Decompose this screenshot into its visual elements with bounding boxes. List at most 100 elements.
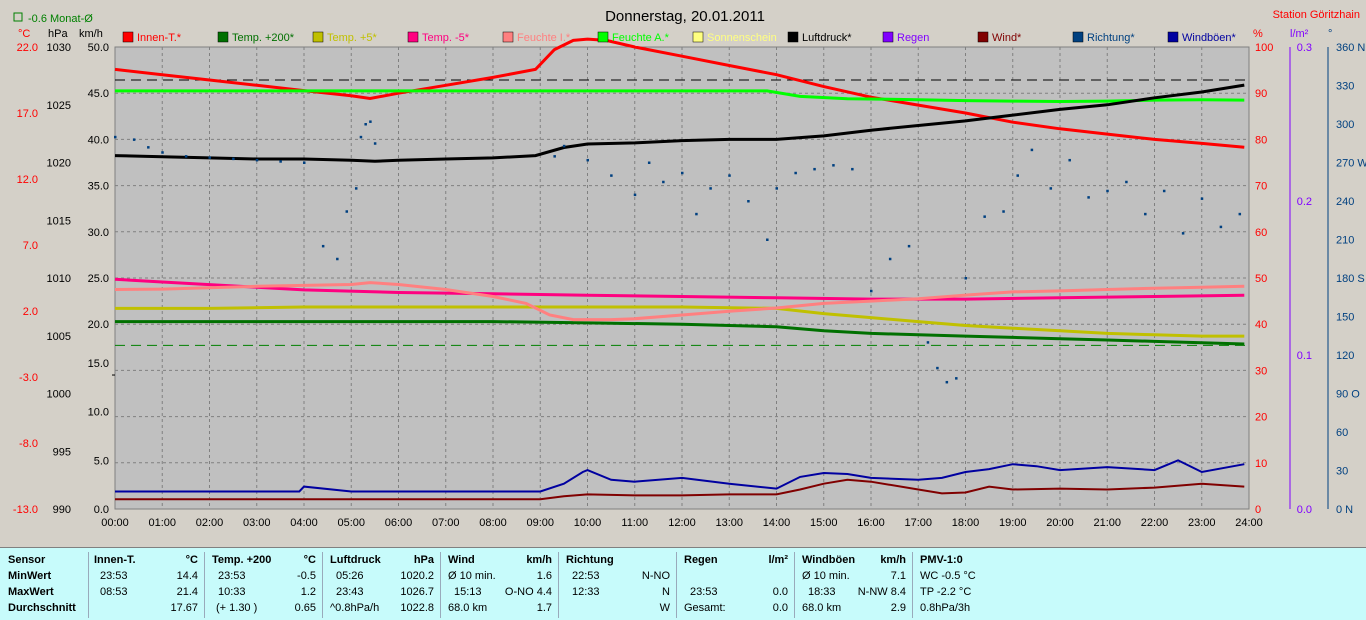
direction-point: [369, 120, 372, 123]
stats-innen-column: Innen-T. °C 23:53 14.4 08:53 21.4 17.67: [90, 552, 205, 618]
stats-pmv-column: PMV-1:0 WC -0.5 °C TP -2.2 °C 0.8hPa/3h: [914, 552, 1014, 618]
y-tick-hpa: 995: [53, 446, 71, 458]
x-tick-label: 19:00: [999, 517, 1027, 529]
y-tick-percent: 100: [1255, 42, 1273, 54]
stats-druck-unit: hPa: [413, 554, 434, 566]
stats-boen-column: Windböen km/h Ø 10 min. 7.1 18:33 N-NW 8.4 …: [796, 552, 913, 618]
legend-feuchte-i: Feuchte I.*: [517, 32, 571, 44]
x-tick-label: 07:00: [432, 517, 460, 529]
direction-point: [983, 215, 986, 218]
y-tick-kmh: 40.0: [88, 134, 109, 146]
direction-point: [851, 167, 854, 171]
y-tick-direction: 150: [1336, 312, 1354, 324]
direction-point: [373, 142, 377, 145]
y-tick-direction: 0 N: [1336, 504, 1353, 516]
y-tick-direction: 330: [1336, 81, 1354, 93]
direction-point: [709, 187, 712, 190]
y-tick-temp: 7.0: [23, 240, 38, 252]
series-temp-5: [115, 305, 1245, 338]
direction-point: [1106, 189, 1109, 193]
x-tick-label: 01:00: [148, 517, 176, 529]
series-feuchte-i: [114, 281, 1245, 322]
stats-wind-header: Wind: [448, 554, 475, 566]
direction-point: [114, 135, 117, 139]
y-tick-direction: 270 W: [1336, 158, 1366, 170]
y-tick-rain: 0.2: [1297, 196, 1312, 208]
stats-richtung-max-value: N: [662, 586, 670, 598]
stats-label-max: MaxWert: [8, 586, 54, 598]
direction-point: [1181, 232, 1185, 235]
stats-wind-min-time: Ø 10 min.: [448, 570, 496, 582]
direction-point: [1002, 210, 1005, 213]
legend-temp-200: Temp. +200*: [232, 32, 295, 44]
x-tick-label: 21:00: [1093, 517, 1121, 529]
y-tick-kmh: 15.0: [88, 358, 109, 370]
stats-druck-header: Luftdruck: [330, 554, 381, 566]
x-tick-label: 08:00: [479, 517, 507, 529]
stats-richtung-header: Richtung: [566, 554, 614, 566]
legend-sonnenschein: Sonnenschein: [707, 32, 777, 44]
stats-wind-max-value: O-NO 4.4: [504, 586, 552, 598]
x-tick-label: 03:00: [243, 517, 271, 529]
stats-boen-unit: km/h: [880, 554, 906, 566]
direction-point: [662, 180, 665, 184]
stats-innen-min-time: 23:53: [100, 570, 128, 582]
direction-point: [359, 135, 363, 139]
series-wind: [115, 478, 1245, 501]
x-tick-label: 24:00: [1235, 517, 1263, 529]
x-tick-label: 15:00: [810, 517, 838, 529]
direction-point: [562, 144, 566, 148]
y-tick-hpa: 1020: [47, 158, 71, 170]
y-tick-direction: 210: [1336, 235, 1354, 247]
x-tick-label: 18:00: [952, 517, 980, 529]
y-tick-percent: 70: [1255, 181, 1267, 193]
stats-pmv-dewpoint: TP -2.2 °C: [920, 586, 972, 598]
direction-point: [945, 380, 949, 384]
stats-wind-unit: km/h: [526, 554, 552, 566]
y-tick-kmh: 50.0: [88, 42, 109, 54]
stats-wind-min-value: 1.6: [536, 570, 552, 582]
stats-temp-min-time: 23:53: [218, 570, 246, 582]
legend-richtung-swatch: [1072, 31, 1084, 43]
legend-regen: Regen: [897, 32, 929, 44]
stats-boen-max-time: 18:33: [808, 586, 836, 598]
legend-temp-5: Temp. +5*: [327, 32, 378, 44]
stats-regen-unit: l/m²: [768, 554, 788, 566]
legend-temp-200-swatch: [217, 31, 229, 43]
x-tick-label: 23:00: [1188, 517, 1216, 529]
unit-hpa: hPa: [48, 28, 68, 40]
stats-regen-avg-extra: Gesamt:: [684, 602, 726, 614]
direction-point: [775, 187, 778, 190]
y-tick-kmh: 20.0: [88, 319, 109, 331]
stats-innen-avg-value: 17.67: [170, 602, 198, 614]
legend-feuchte-a: Feuchte A.*: [612, 32, 670, 44]
direction-point: [132, 138, 136, 141]
x-tick-label: 14:00: [763, 517, 791, 529]
x-tick-label: 05:00: [337, 517, 365, 529]
direction-point: [321, 244, 325, 248]
stats-druck-max-value: 1026.7: [400, 586, 434, 598]
direction-point: [747, 200, 750, 203]
direction-point: [1125, 180, 1128, 184]
stats-innen-unit: °C: [185, 554, 198, 566]
stats-richtung-min-time: 22:53: [572, 570, 600, 582]
direction-point: [728, 174, 731, 177]
series-temp-200: [115, 320, 1245, 346]
y-tick-kmh: 30.0: [88, 227, 109, 239]
y-tick-kmh: 5.0: [94, 455, 109, 467]
stats-label-avg: Durchschnitt: [8, 602, 76, 614]
x-tick-label: 00:00: [101, 517, 129, 529]
stats-temp-min-value: -0.5: [297, 570, 316, 582]
stats-temp-avg-value: 0.65: [294, 602, 316, 614]
y-tick-direction: 180 S: [1336, 273, 1365, 285]
direction-point: [647, 161, 651, 164]
y-tick-percent: 90: [1255, 88, 1267, 100]
y-tick-hpa: 1000: [47, 389, 71, 401]
y-tick-kmh: 45.0: [88, 88, 109, 100]
direction-point: [184, 155, 188, 158]
series-feuchte-a: [115, 89, 1245, 104]
direction-point: [936, 366, 939, 370]
y-tick-percent: 20: [1255, 412, 1267, 424]
y-tick-hpa: 990: [53, 504, 71, 516]
unit-degree: °: [1328, 28, 1332, 40]
